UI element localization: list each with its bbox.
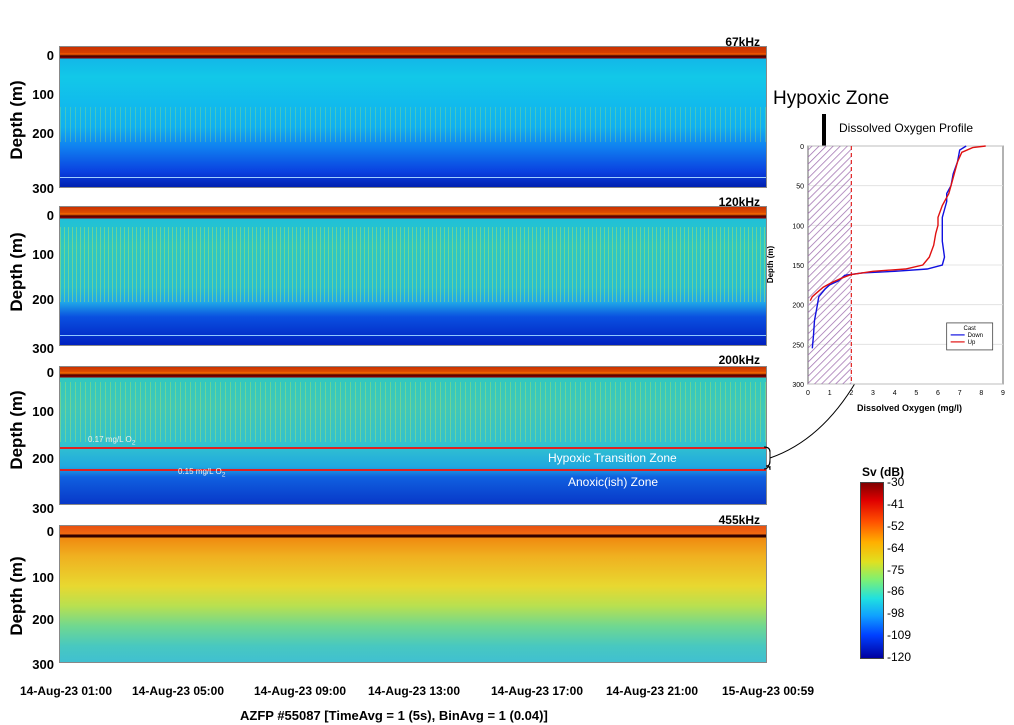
x-tick-1: 14-Aug-23 05:00 bbox=[131, 684, 225, 698]
y-tick-3-0: 0 bbox=[46, 365, 54, 380]
bottom-line-2 bbox=[60, 335, 766, 336]
y-tick-1-0: 0 bbox=[46, 48, 54, 63]
y-tick-2-200: 200 bbox=[32, 292, 54, 307]
do-legend-box bbox=[946, 322, 994, 351]
y-axis-label-2: Depth (m) bbox=[7, 232, 26, 312]
colorbar-tick-5: -86 bbox=[887, 584, 905, 599]
freq-label-455: 455kHz bbox=[718, 513, 760, 527]
x-tick-3: 14-Aug-23 13:00 bbox=[367, 684, 461, 698]
do-ytick-3: 150 bbox=[792, 263, 804, 270]
do-xtick-0: 0 bbox=[806, 390, 810, 397]
hypoxic-hatch-region bbox=[808, 146, 852, 384]
do-xtick-9: 9 bbox=[1001, 390, 1005, 397]
do-legend-label-1: Up bbox=[968, 340, 976, 346]
anoxic-zone-label: Anoxic(ish) Zone bbox=[568, 475, 659, 489]
freq-label-67: 67kHz bbox=[725, 35, 760, 49]
colorbar-tick-2: -52 bbox=[887, 518, 905, 533]
y-tick-3-300: 300 bbox=[32, 501, 54, 516]
y-tick-4-300: 300 bbox=[32, 657, 54, 672]
scatter-layer-2 bbox=[60, 227, 766, 302]
freq-label-120: 120kHz bbox=[718, 195, 760, 209]
colorbar-tick-7: -109 bbox=[887, 628, 912, 643]
colorbar bbox=[860, 482, 884, 659]
y-tick-1-100: 100 bbox=[32, 87, 54, 102]
do-xtick-1: 1 bbox=[828, 390, 832, 397]
do-xlabel: Dissolved Oxygen (mg/l) bbox=[857, 403, 963, 413]
y-tick-3-200: 200 bbox=[32, 451, 54, 466]
bottom-line-1 bbox=[60, 177, 766, 178]
do-legend-label-0: Down bbox=[968, 333, 983, 339]
colorbar-tick-8: -120 bbox=[887, 650, 912, 664]
echogram-200khz: 0.17 mg/L O2 0.15 mg/L O2 Hypoxic Transi… bbox=[59, 366, 767, 505]
do-xtick-2: 2 bbox=[849, 390, 853, 397]
do-series-up bbox=[809, 145, 986, 302]
x-tick-2: 14-Aug-23 09:00 bbox=[253, 684, 347, 698]
y-tick-3-100: 100 bbox=[32, 404, 54, 419]
x-tick-5: 14-Aug-23 21:00 bbox=[605, 684, 699, 698]
colorbar-tick-4: -75 bbox=[887, 562, 905, 577]
noise-speckles-1 bbox=[60, 107, 766, 142]
do-ytick-2: 100 bbox=[792, 223, 804, 230]
do-xtick-3: 3 bbox=[871, 390, 875, 397]
do-ytick-1: 50 bbox=[796, 184, 804, 191]
hypoxic-zone-title: Hypoxic Zone bbox=[773, 88, 890, 109]
y-tick-2-100: 100 bbox=[32, 247, 54, 262]
colorbar-tick-0: -30 bbox=[887, 475, 905, 489]
do-ytick-0: 0 bbox=[800, 144, 804, 151]
y-tick-4-0: 0 bbox=[46, 524, 54, 539]
hypoxic-transition-zone-label: Hypoxic Transition Zone bbox=[548, 451, 677, 465]
y-tick-1-300: 300 bbox=[32, 181, 54, 196]
do-legend-title: Cast bbox=[963, 326, 976, 332]
y-tick-4-200: 200 bbox=[32, 612, 54, 627]
scatter-layer-3 bbox=[60, 382, 766, 442]
do-xtick-5: 5 bbox=[914, 390, 918, 397]
freq-label-200: 200kHz bbox=[718, 353, 760, 367]
y-tick-2-300: 300 bbox=[32, 341, 54, 356]
y-tick-2-0: 0 bbox=[46, 208, 54, 223]
colorbar-tick-6: -98 bbox=[887, 606, 905, 621]
zone-bracket bbox=[763, 379, 858, 471]
colorbar-tick-1: -41 bbox=[887, 496, 905, 511]
echogram-120khz bbox=[59, 206, 767, 346]
o2-label-015: 0.15 mg/L O2 bbox=[178, 467, 226, 479]
x-tick-4: 14-Aug-23 17:00 bbox=[490, 684, 584, 698]
do-ytick-4: 200 bbox=[792, 303, 804, 310]
y-axis-label-3: Depth (m) bbox=[7, 390, 26, 470]
o2-label-017: 0.17 mg/L O2 bbox=[88, 435, 136, 447]
do-ytick-6: 300 bbox=[792, 382, 804, 389]
do-xtick-6: 6 bbox=[936, 390, 940, 397]
y-axis-label-4: Depth (m) bbox=[7, 556, 26, 636]
y-tick-1-200: 200 bbox=[32, 126, 54, 141]
o2-line-017 bbox=[60, 447, 766, 449]
colorbar-tick-3: -64 bbox=[887, 540, 905, 555]
o2-line-015 bbox=[60, 469, 766, 471]
y-tick-4-100: 100 bbox=[32, 570, 54, 585]
do-xtick-7: 7 bbox=[958, 390, 962, 397]
do-profile-title: Dissolved Oxygen Profile bbox=[839, 121, 974, 135]
echogram-455khz bbox=[59, 525, 767, 663]
x-tick-6: 15-Aug-23 00:59 bbox=[721, 684, 815, 698]
echogram-67khz bbox=[59, 46, 767, 188]
x-axis-label: AZFP #55087 [TimeAvg = 1 (5s), BinAvg = … bbox=[240, 708, 548, 723]
do-xtick-8: 8 bbox=[979, 390, 983, 397]
x-tick-0: 14-Aug-23 01:00 bbox=[19, 684, 113, 698]
do-ytick-5: 250 bbox=[792, 342, 804, 349]
y-axis-label-1: Depth (m) bbox=[7, 80, 26, 160]
do-xtick-4: 4 bbox=[893, 390, 897, 397]
colorbar-title: Sv (dB) bbox=[862, 465, 904, 479]
